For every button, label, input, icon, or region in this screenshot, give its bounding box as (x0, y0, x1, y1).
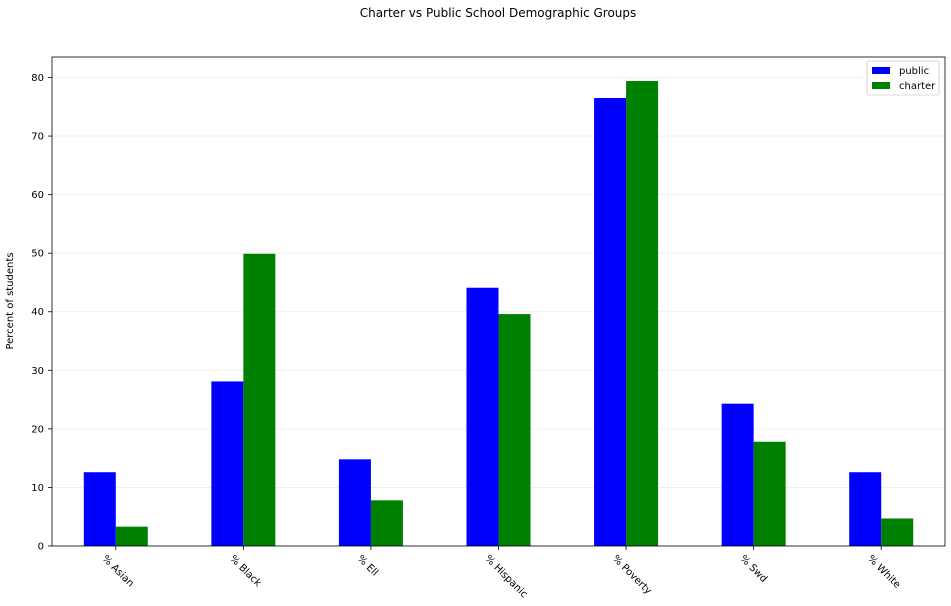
x-tick-label-5: % Swd (738, 553, 770, 585)
bar-public-5 (721, 403, 754, 546)
y-tick-label-4: 40 (31, 307, 44, 318)
bar-charter-6 (881, 518, 914, 546)
bar-public-1 (211, 381, 244, 546)
bar-charter-2 (370, 500, 403, 546)
bar-charter-0 (115, 526, 148, 546)
legend-swatch-charter (872, 82, 890, 89)
x-tick-label-6: % White (865, 553, 902, 590)
legend-label-charter: charter (899, 81, 936, 92)
x-tick-label-3: % Hispanic (482, 553, 529, 600)
bar-public-3 (466, 287, 499, 546)
bar-charter-5 (753, 441, 786, 546)
y-tick-label-8: 80 (31, 73, 44, 84)
bar-charter-3 (498, 314, 531, 546)
plot-area: 0 10 20 30 40 50 60 70 80 % Asian % Black % Ell % Hi… (31, 56, 946, 600)
y-tick-label-0: 0 (38, 542, 44, 553)
bar-charter-4 (626, 81, 659, 547)
y-tick-label-5: 50 (31, 249, 44, 260)
y-tick-label-3: 30 (31, 366, 44, 377)
bar-public-4 (594, 97, 627, 546)
bar-public-6 (849, 472, 882, 546)
y-tick-label-2: 20 (31, 424, 44, 435)
bar-public-2 (338, 459, 371, 546)
y-axis-label: Percent of students (5, 252, 16, 349)
x-tick-label-0: % Asian (100, 553, 136, 589)
legend-swatch-public (872, 67, 890, 74)
y-tick-label-1: 10 (31, 483, 44, 494)
legend-label-public: public (899, 66, 929, 77)
chart-title: Charter vs Public School Demographic Gro… (360, 6, 637, 20)
y-tick-label-6: 60 (31, 190, 44, 201)
x-tick-label-4: % Poverty (610, 553, 654, 597)
bar-public-0 (83, 472, 116, 546)
x-tick-label-1: % Black (227, 553, 263, 589)
bar-charter-1 (243, 253, 276, 547)
y-tick-label-7: 70 (31, 132, 44, 143)
x-tick-label-2: % Ell (355, 553, 380, 578)
